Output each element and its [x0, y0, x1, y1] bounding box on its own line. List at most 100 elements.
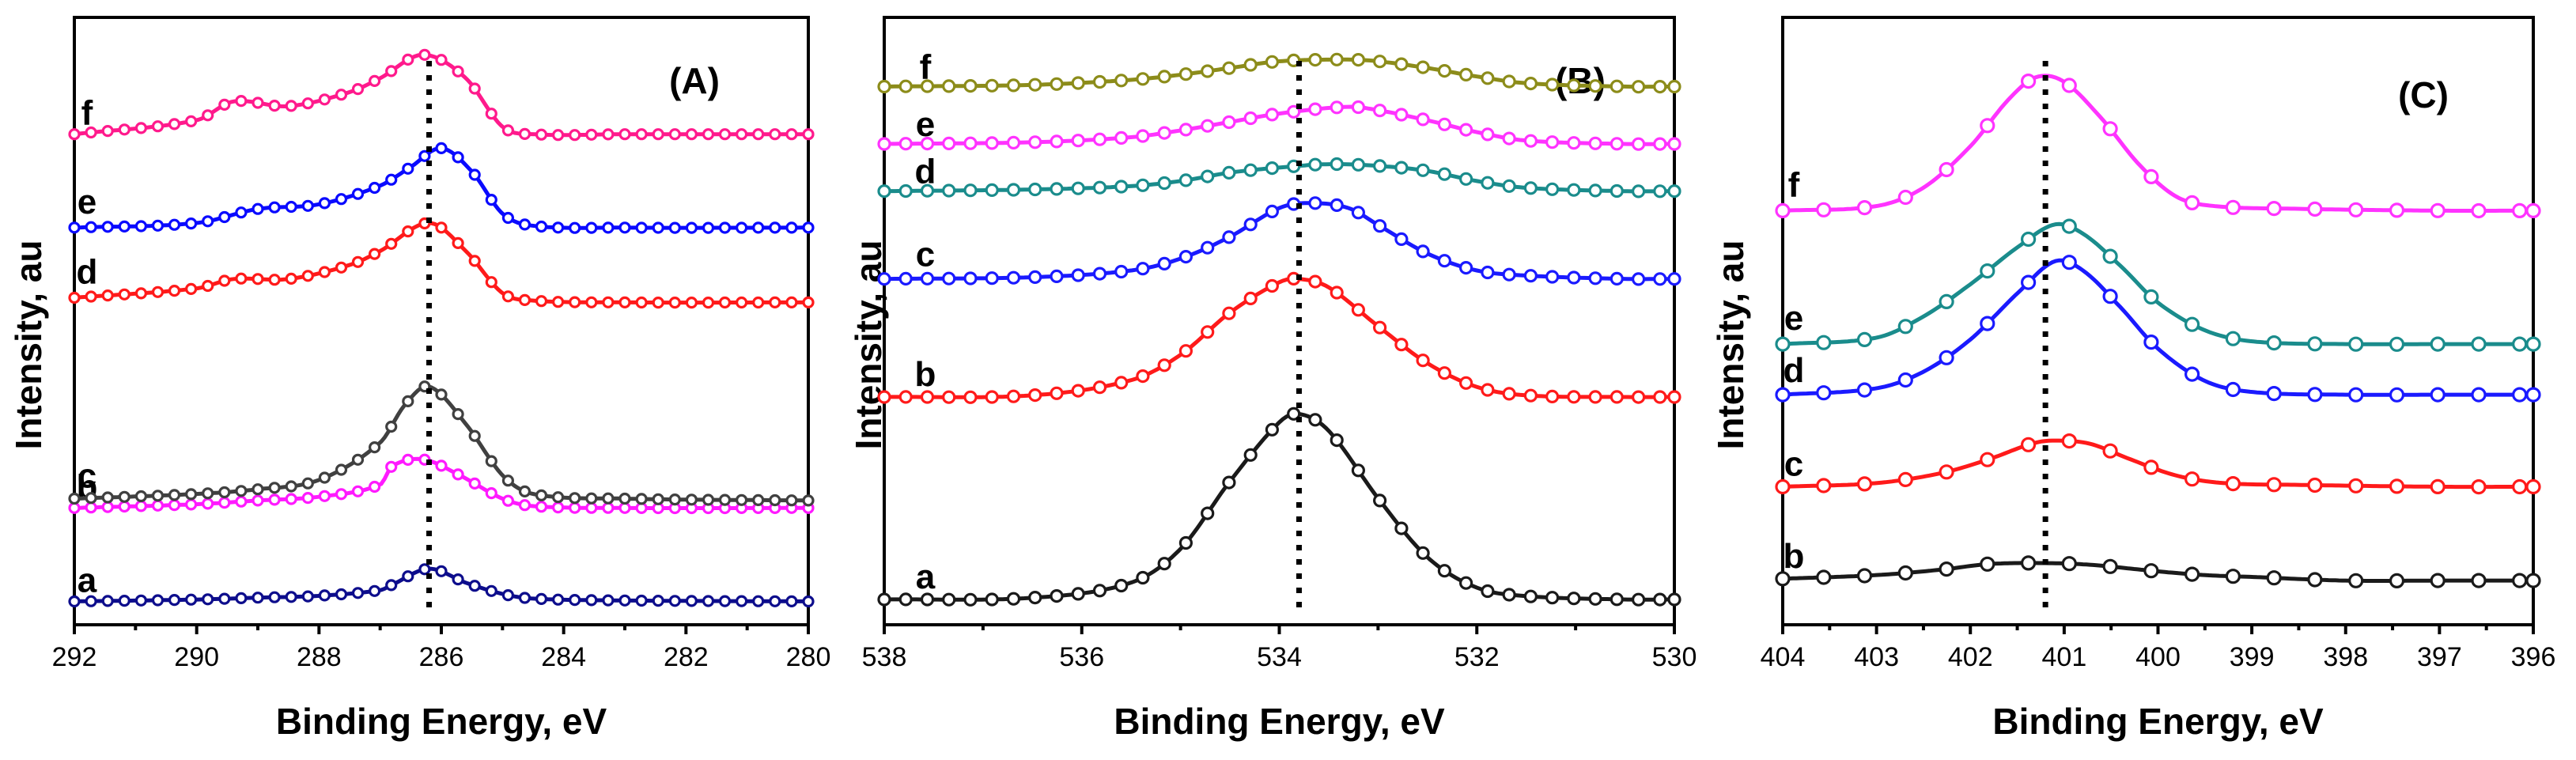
- data-point: [1481, 176, 1495, 190]
- data-point: [1222, 306, 1236, 320]
- data-point: [1980, 452, 1995, 467]
- data-point: [235, 94, 248, 108]
- curve-label: e: [1784, 299, 1803, 338]
- data-point: [1201, 325, 1215, 339]
- data-point: [1897, 372, 1913, 388]
- data-point: [702, 221, 715, 234]
- data-point: [1856, 476, 1873, 492]
- series-e: e: [877, 100, 1681, 151]
- data-point: [585, 296, 598, 308]
- data-point: [1545, 135, 1560, 149]
- data-point: [735, 493, 748, 506]
- curve-label: f: [81, 94, 93, 133]
- data-point: [235, 495, 248, 508]
- data-point: [1667, 79, 1681, 94]
- data-point: [1653, 592, 1667, 607]
- data-point: [85, 126, 97, 139]
- data-point: [1481, 127, 1495, 142]
- data-point: [385, 173, 398, 186]
- data-point: [2348, 387, 2364, 403]
- data-point: [369, 248, 381, 260]
- data-point: [1308, 52, 1322, 67]
- data-point: [218, 496, 231, 509]
- data-point: [1897, 565, 1913, 581]
- data-point: [535, 592, 548, 606]
- data-point: [985, 390, 999, 404]
- data-point: [1437, 63, 1452, 78]
- data-point: [1588, 183, 1602, 198]
- curve-label: e: [916, 105, 935, 144]
- data-point: [769, 128, 781, 141]
- data-point: [785, 595, 798, 608]
- series-line-d: [74, 221, 808, 305]
- data-point: [185, 115, 198, 127]
- data-point: [1980, 316, 1995, 331]
- data-point: [635, 296, 648, 309]
- data-point: [1610, 137, 1624, 151]
- data-point: [2389, 202, 2405, 218]
- data-point: [1308, 413, 1322, 427]
- data-point: [920, 390, 935, 404]
- x-tick-label: 288: [297, 642, 342, 672]
- data-point: [301, 97, 314, 110]
- data-point: [1502, 131, 1516, 146]
- data-point: [1351, 463, 1366, 478]
- data-point: [942, 390, 956, 404]
- data-point: [285, 200, 297, 214]
- data-point: [1372, 104, 1387, 118]
- data-point: [2348, 478, 2364, 493]
- data-point: [1856, 200, 1873, 216]
- data-point: [877, 184, 891, 199]
- data-point: [351, 187, 365, 200]
- data-point: [2021, 231, 2037, 248]
- data-point: [335, 488, 348, 501]
- data-point: [2184, 566, 2200, 582]
- data-point: [1243, 111, 1258, 126]
- data-point: [485, 584, 497, 597]
- series-a: a: [877, 406, 1681, 607]
- data-point: [1632, 80, 1646, 94]
- data-point: [1178, 67, 1193, 81]
- data-point: [1653, 79, 1667, 94]
- data-point: [1567, 390, 1581, 404]
- data-point: [1632, 390, 1646, 404]
- data-point: [1394, 521, 1409, 535]
- data-point: [1372, 493, 1387, 508]
- data-point: [2525, 202, 2541, 218]
- data-point: [551, 221, 565, 234]
- data-point: [218, 98, 231, 111]
- data-point: [1458, 123, 1473, 137]
- data-point: [1006, 592, 1021, 606]
- data-point: [518, 485, 531, 498]
- data-point: [118, 220, 131, 233]
- data-point: [1545, 182, 1560, 196]
- data-point: [1178, 123, 1193, 137]
- data-point: [685, 221, 698, 234]
- y-axis-label: Intensity, au: [848, 240, 889, 450]
- data-point: [1201, 64, 1215, 78]
- data-point: [1437, 167, 1452, 181]
- data-point: [202, 109, 214, 122]
- data-point: [2143, 168, 2159, 184]
- data-point: [1523, 134, 1538, 148]
- curve-label: c: [78, 456, 96, 495]
- data-point: [1632, 184, 1646, 199]
- series-line-a: [884, 411, 1674, 602]
- series-line-c: [74, 384, 809, 503]
- data-point: [118, 500, 131, 513]
- data-point: [1775, 336, 1791, 352]
- data-point: [134, 500, 147, 512]
- data-point: [1351, 52, 1366, 67]
- data-point: [101, 595, 114, 607]
- data-point: [1588, 271, 1602, 285]
- data-point: [151, 490, 165, 502]
- data-point: [1394, 338, 1409, 352]
- data-point: [268, 482, 281, 494]
- data-point: [685, 297, 698, 309]
- data-point: [2348, 336, 2364, 352]
- data-point: [1632, 137, 1646, 151]
- data-point: [468, 255, 481, 267]
- data-point: [569, 501, 581, 514]
- data-point: [151, 594, 165, 607]
- data-point: [68, 595, 81, 608]
